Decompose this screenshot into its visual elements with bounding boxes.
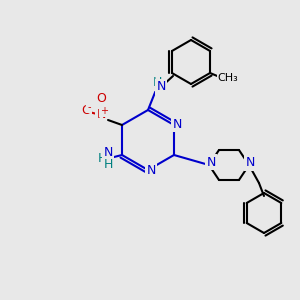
Text: -: - — [87, 102, 91, 112]
Text: O: O — [81, 103, 91, 116]
Text: N: N — [245, 157, 255, 169]
Text: CH₃: CH₃ — [218, 73, 238, 83]
Text: N: N — [146, 164, 156, 178]
Text: O: O — [96, 92, 106, 104]
Text: N: N — [103, 146, 113, 158]
Text: +: + — [100, 106, 108, 116]
Text: N: N — [96, 109, 106, 122]
Text: N: N — [206, 155, 216, 169]
Text: N: N — [172, 118, 182, 130]
Text: H: H — [103, 158, 113, 170]
Text: H: H — [152, 76, 162, 89]
Text: N: N — [156, 80, 166, 94]
Text: H: H — [97, 152, 107, 164]
